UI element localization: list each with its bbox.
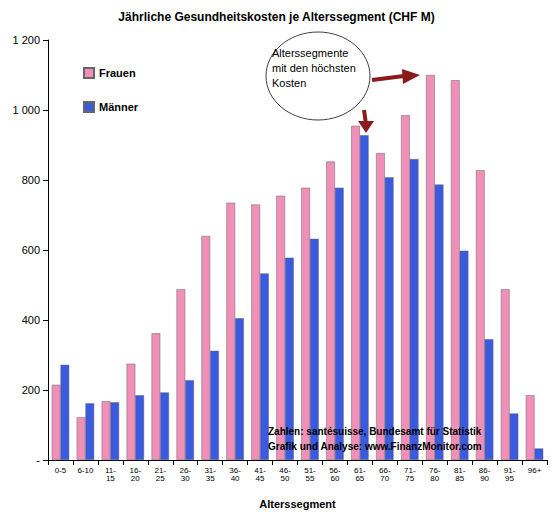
svg-text:56-: 56- — [329, 465, 341, 475]
svg-text:45: 45 — [256, 474, 265, 483]
svg-text:20: 20 — [131, 474, 140, 483]
svg-text:60: 60 — [330, 474, 339, 483]
svg-text:Grafik und Analyse: www.Finanz: Grafik und Analyse: www.FinanzMonitor.co… — [268, 441, 482, 452]
svg-text:65: 65 — [355, 474, 364, 483]
svg-text:Alterssegment: Alterssegment — [259, 498, 336, 510]
svg-text:26-: 26- — [179, 465, 191, 475]
svg-text:35: 35 — [206, 474, 215, 483]
svg-text:6-10: 6-10 — [77, 466, 94, 475]
svg-text:Jährliche Gesundheitskosten je: Jährliche Gesundheitskosten je Altersseg… — [118, 10, 434, 24]
svg-text:1 000: 1 000 — [12, 104, 40, 116]
svg-text:400: 400 — [22, 314, 40, 326]
svg-text:800: 800 — [22, 174, 40, 186]
svg-text:90: 90 — [480, 474, 489, 483]
svg-text:Kosten: Kosten — [272, 77, 306, 89]
svg-text:21-: 21- — [154, 465, 167, 475]
svg-text:30: 30 — [181, 474, 190, 483]
svg-text:Männer: Männer — [99, 101, 139, 113]
svg-text:mit den höchsten: mit den höchsten — [272, 62, 359, 74]
svg-text:31-: 31- — [204, 465, 216, 475]
svg-text:80: 80 — [430, 474, 439, 483]
svg-text:51-: 51- — [304, 465, 316, 475]
svg-text:61-: 61- — [354, 465, 366, 475]
svg-text:75: 75 — [405, 474, 414, 483]
svg-text:200: 200 — [22, 384, 40, 396]
svg-text:41-: 41- — [254, 465, 266, 475]
svg-text:16-: 16- — [129, 465, 142, 475]
svg-text:76-: 76- — [428, 465, 441, 475]
svg-text:71-: 71- — [404, 465, 416, 475]
svg-text:Frauen: Frauen — [99, 67, 136, 79]
svg-text:66-: 66- — [379, 465, 391, 475]
svg-text:95: 95 — [505, 474, 514, 483]
svg-text:0-5: 0-5 — [55, 466, 67, 475]
svg-text:85: 85 — [455, 474, 464, 483]
svg-text:36-: 36- — [229, 465, 241, 475]
svg-text:91-: 91- — [503, 465, 516, 475]
svg-text:96+: 96+ — [528, 466, 542, 475]
svg-text:70: 70 — [380, 474, 389, 483]
svg-text:50: 50 — [281, 474, 290, 483]
svg-text:Alterssegmente: Alterssegmente — [272, 47, 351, 59]
svg-text:55: 55 — [306, 474, 315, 483]
svg-text:15: 15 — [106, 474, 115, 483]
svg-text:1 200: 1 200 — [12, 34, 40, 46]
svg-text:11-: 11- — [104, 465, 116, 475]
svg-text:46-: 46- — [279, 465, 291, 475]
svg-text:86-: 86- — [478, 465, 491, 475]
svg-text:40: 40 — [231, 474, 240, 483]
svg-text:Zahlen: santésuisse, Bundesamt: Zahlen: santésuisse, Bundesamt für Stati… — [268, 426, 482, 437]
svg-text:25: 25 — [156, 474, 165, 483]
svg-text:81-: 81- — [453, 465, 466, 475]
svg-text:600: 600 — [22, 244, 40, 256]
svg-text:-: - — [36, 454, 40, 466]
